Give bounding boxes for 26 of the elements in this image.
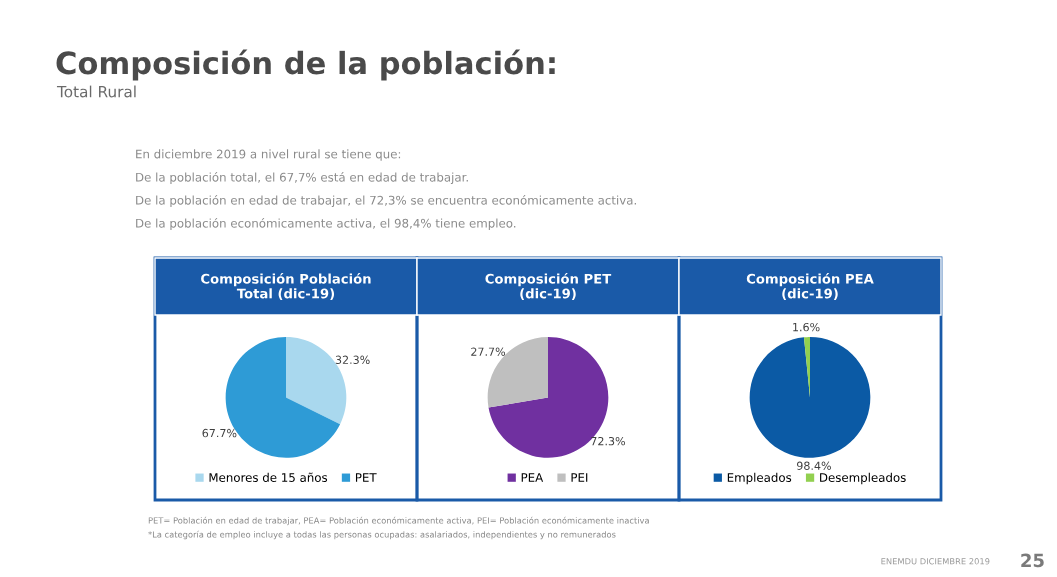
- chart-title: Composición PET (dic-19): [485, 272, 612, 301]
- chart-title: Composición PEA (dic-19): [746, 272, 874, 301]
- data-label: 72.3%: [591, 436, 626, 446]
- data-label: 98.4%: [796, 461, 831, 470]
- legend-label: Menores de 15 años: [209, 472, 328, 482]
- legend-label: PET: [355, 473, 377, 482]
- text: Composición de la población:: [56, 49, 555, 81]
- text: PET= Población en edad de trabajar, PEA= Población económicamente activa, PEI= Población económicamente inactiva: [148, 516, 649, 526]
- text: *La categoría de empleo incluye a todas las personas ocupadas: asalariados, independientes y no remunerados: [148, 530, 616, 540]
- legend-label: Empleados: [727, 472, 792, 485]
- text: De la población total, el 67,7% está en edad de trabajar.: [136, 172, 468, 184]
- text: De la población económicamente activa, el 98,4% tiene empleo.: [136, 218, 516, 230]
- text: Total Rural: [56, 85, 136, 98]
- text: ENEMDU DICIEMBRE 2019: [881, 558, 990, 565]
- data-label: 27.7%: [471, 347, 506, 356]
- text: En diciembre 2019 a nivel rural se tiene que:: [136, 149, 401, 161]
- data-label: 32.3%: [335, 355, 370, 365]
- legend-label: Desempleados: [820, 472, 906, 485]
- data-label: 1.6%: [793, 322, 820, 332]
- text: De la población en edad de trabajar, el 72,3% se encuentra económicamente activa.: [136, 195, 636, 207]
- legend-label: PEI: [571, 473, 588, 482]
- legend-label: PEA: [521, 473, 544, 482]
- text: 25: [1021, 553, 1044, 568]
- chart-title: Composición Población Total (dic-19): [201, 272, 371, 301]
- pie-slice: [749, 337, 871, 458]
- data-label: 67.7%: [202, 428, 237, 438]
